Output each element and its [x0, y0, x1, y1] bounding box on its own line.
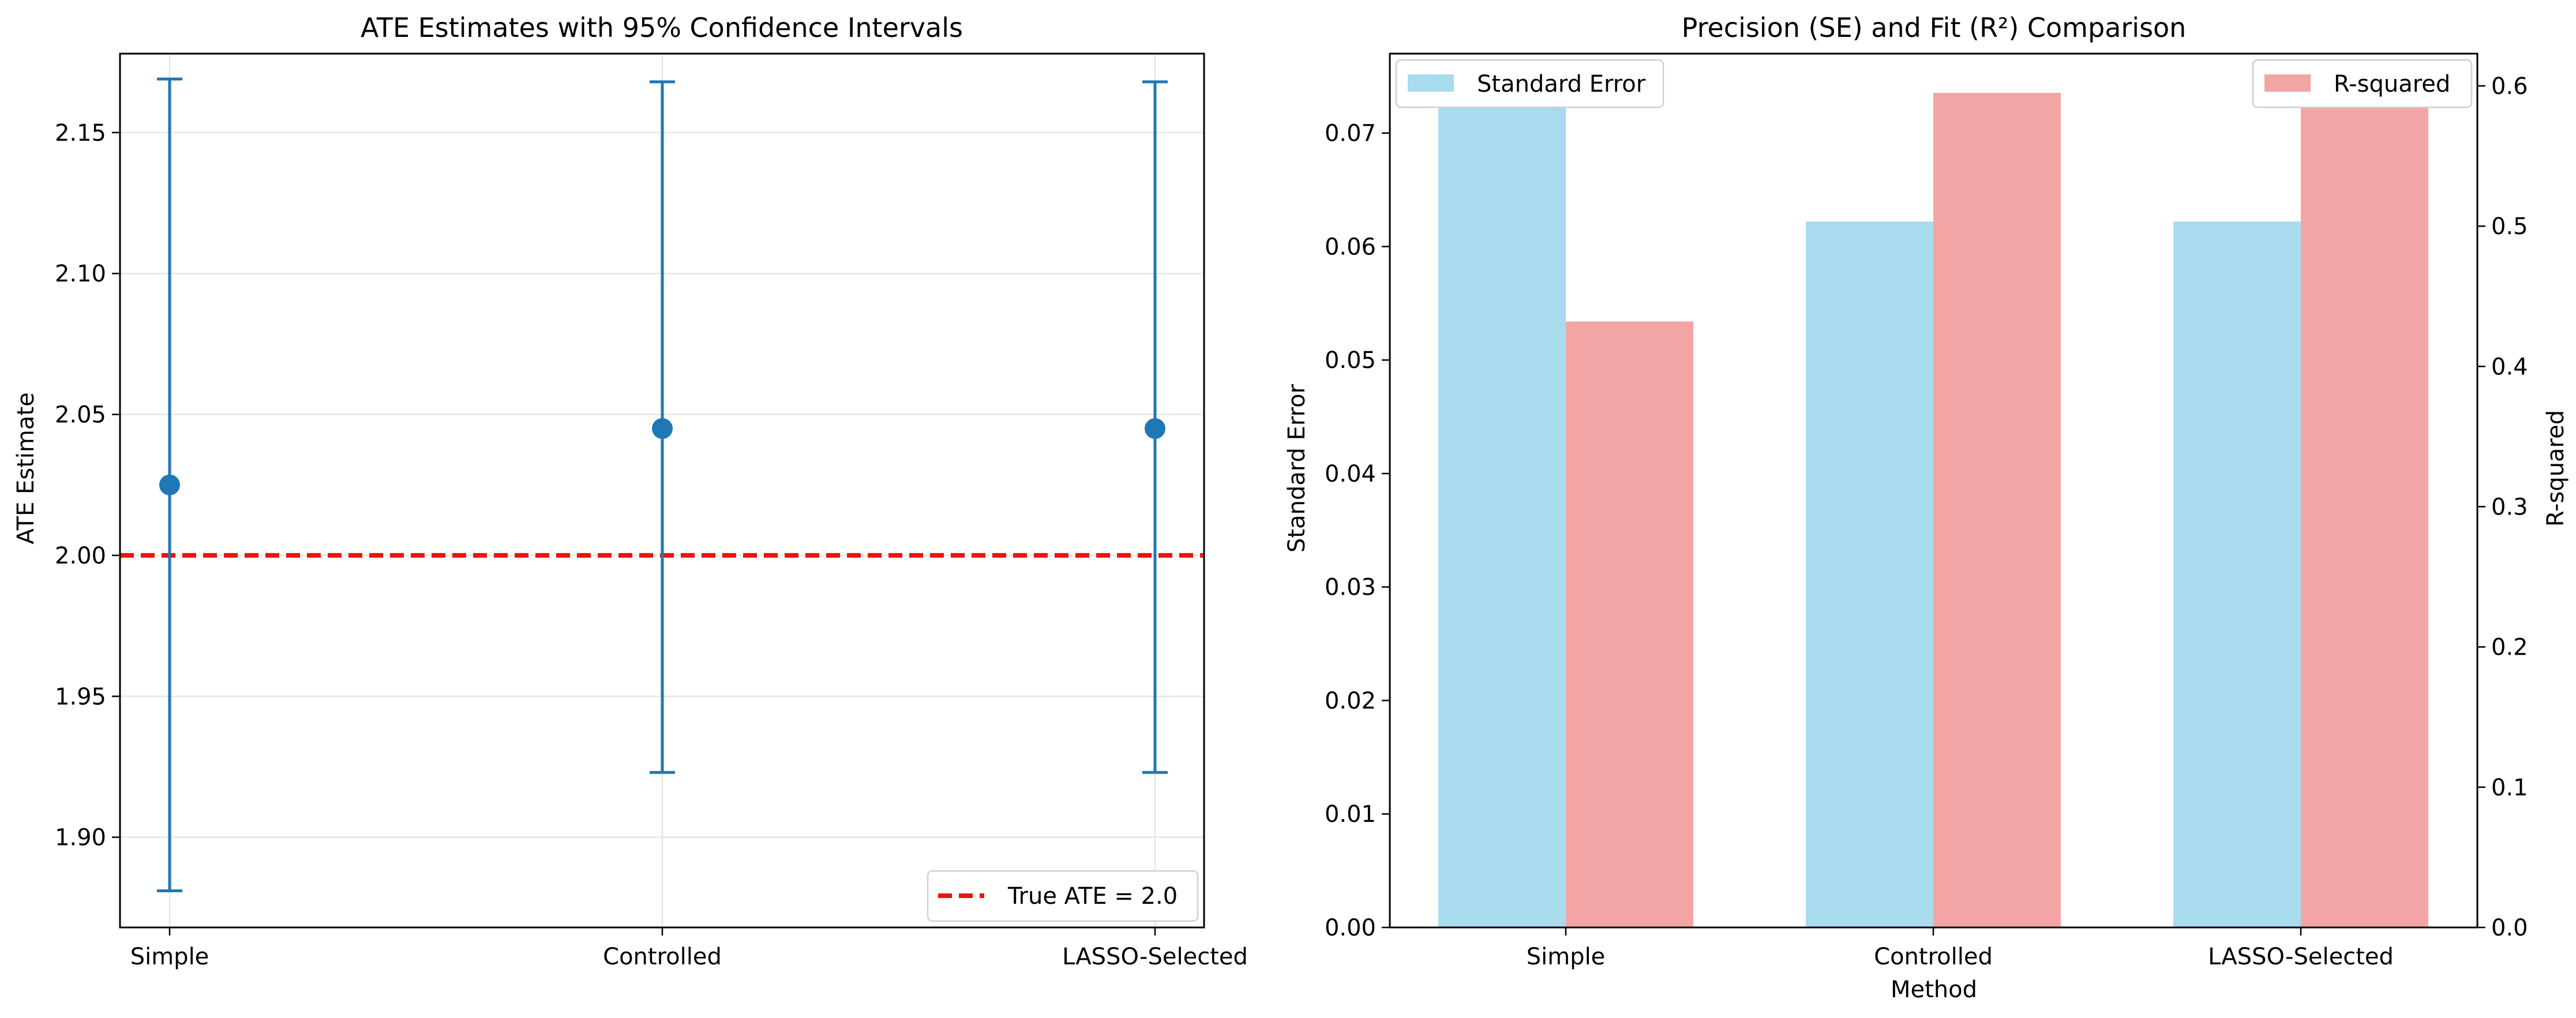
- precision-fit-right-y-tick-label: 0.0: [2491, 915, 2528, 941]
- standard-error-legend: Standard Error: [1395, 59, 1664, 108]
- precision-fit-x-ticks: Simple Controlled LASSO-Selected: [1527, 927, 2394, 970]
- ate-chart-y-tick-label: 1.95: [55, 683, 106, 710]
- ate-estimate-point: [652, 418, 673, 439]
- precision-fit-x-tick-label: Simple: [1527, 944, 1606, 970]
- precision-fit-chart: Precision (SE) and Fit (R²) Comparison S…: [1284, 12, 2569, 1003]
- ate-chart-y-tick-label: 2.05: [55, 402, 106, 429]
- ate-chart-legend: True ATE = 2.0: [927, 870, 1199, 922]
- precision-fit-x-axis-label: Method: [1891, 976, 1977, 1003]
- ate-chart-y-tick-label: 2.15: [55, 120, 106, 146]
- ate-chart-y-tick-label: 1.90: [55, 825, 106, 851]
- ate-chart: ATE Estimates with 95% Confidence Interv…: [13, 12, 1248, 970]
- precision-fit-right-y-tick-label: 0.5: [2491, 213, 2528, 240]
- ate-chart-title: ATE Estimates with 95% Confidence Interv…: [361, 12, 963, 43]
- precision-fit-left-y-axis-label: Standard Error: [1284, 384, 1310, 553]
- precision-fit-left-y-tick-label: 0.03: [1325, 574, 1376, 601]
- ate-legend-box: [927, 870, 1199, 922]
- precision-fit-left-y-tick-label: 0.05: [1325, 347, 1376, 374]
- precision-fit-right-y-tick-label: 0.3: [2491, 494, 2528, 520]
- r-squared-legend-label: R-squared: [2334, 71, 2450, 97]
- r-squared-bar: [2301, 93, 2428, 928]
- precision-fit-left-y-ticks: 0.00 0.01 0.02 0.03 0.04 0.05 0.06 0.07: [1325, 121, 1390, 941]
- standard-error-legend-box: [1395, 59, 1664, 108]
- precision-fit-left-y-tick-label: 0.07: [1325, 121, 1376, 147]
- precision-fit-right-y-tick-label: 0.2: [2491, 634, 2528, 661]
- precision-fit-right-y-tick-label: 0.1: [2491, 775, 2528, 801]
- ate-chart-x-ticks: Simple Controlled LASSO-Selected: [130, 927, 1248, 970]
- ate-legend-label: True ATE = 2.0: [1007, 883, 1178, 910]
- ate-chart-y-tick-label: 2.10: [55, 261, 106, 287]
- r-squared-bar: [1566, 321, 1693, 928]
- ate-chart-y-axis-label: ATE Estimate: [13, 392, 39, 544]
- r-squared-legend-box: [2252, 59, 2473, 108]
- precision-fit-right-y-ticks: 0.0 0.1 0.2 0.3 0.4 0.5 0.6: [2477, 73, 2528, 941]
- standard-error-bar: [1438, 93, 1566, 927]
- ate-chart-x-tick-label: Controlled: [603, 944, 722, 970]
- precision-fit-right-y-axis-label: R-squared: [2543, 410, 2569, 527]
- r-squared-bar: [1933, 93, 2061, 928]
- precision-fit-bars: [1438, 93, 2428, 928]
- precision-fit-right-y-tick-label: 0.4: [2491, 354, 2528, 380]
- ate-chart-x-tick-label: LASSO-Selected: [1062, 944, 1248, 970]
- standard-error-legend-label: Standard Error: [1477, 71, 1646, 97]
- precision-fit-x-tick-label: LASSO-Selected: [2208, 944, 2394, 970]
- r-squared-legend: R-squared: [2252, 59, 2473, 108]
- precision-fit-left-y-tick-label: 0.04: [1325, 461, 1376, 487]
- precision-fit-left-y-tick-label: 0.00: [1325, 915, 1376, 941]
- precision-fit-left-y-tick-label: 0.02: [1325, 688, 1376, 714]
- standard-error-bar: [2173, 221, 2301, 927]
- ate-chart-y-ticks: 1.90 1.95 2.00 2.05 2.10 2.15: [55, 120, 120, 851]
- ate-chart-y-tick-label: 2.00: [55, 543, 106, 569]
- ate-chart-points: [159, 418, 1165, 495]
- precision-fit-right-y-tick-label: 0.6: [2491, 73, 2528, 100]
- precision-fit-left-y-tick-label: 0.01: [1325, 801, 1376, 828]
- precision-fit-chart-title: Precision (SE) and Fit (R²) Comparison: [1682, 12, 2187, 43]
- precision-fit-left-y-tick-label: 0.06: [1325, 234, 1376, 260]
- r-squared-legend-swatch: [2264, 74, 2311, 92]
- ate-estimate-point: [159, 474, 180, 495]
- standard-error-legend-swatch: [1408, 74, 1454, 92]
- ate-estimate-point: [1145, 418, 1165, 439]
- ate-chart-x-tick-label: Simple: [130, 944, 209, 970]
- standard-error-bar: [1806, 221, 1933, 927]
- precision-fit-x-tick-label: Controlled: [1874, 944, 1993, 970]
